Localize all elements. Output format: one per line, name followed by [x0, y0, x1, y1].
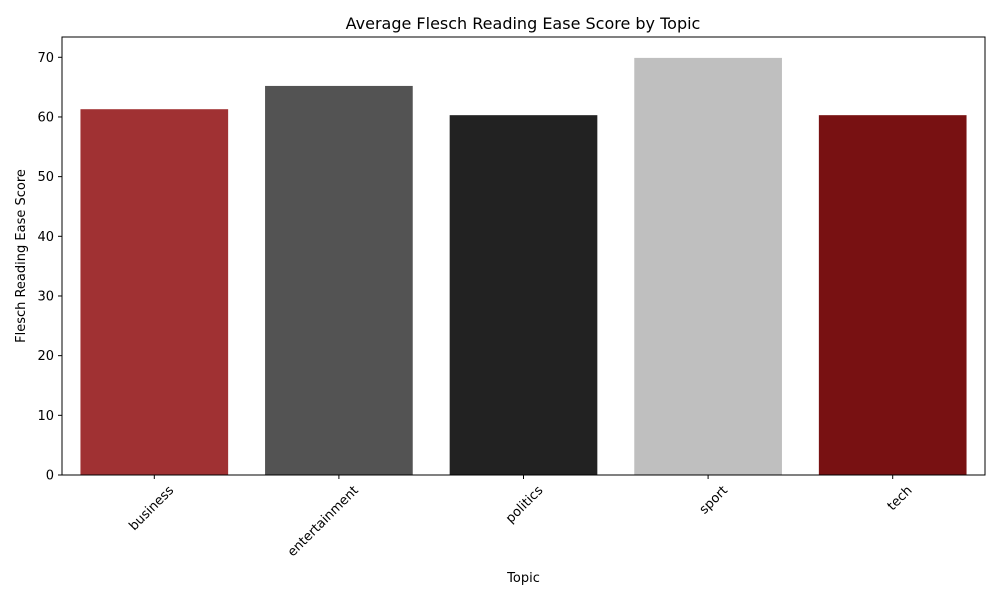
y-tick-label-60: 60: [37, 110, 54, 125]
y-axis-label: Flesch Reading Ease Score: [14, 169, 29, 343]
x-tick-label-politics: politics: [503, 483, 546, 526]
x-axis-label: Topic: [506, 571, 540, 586]
bar-entertainment: [265, 85, 413, 475]
bar-business: [80, 109, 229, 476]
x-axis: business entertainment politics sport tech: [126, 475, 916, 560]
chart-title: Average Flesch Reading Ease Score by Top…: [346, 14, 701, 33]
y-tick-label-0: 0: [46, 469, 54, 484]
x-tick-label-business: business: [126, 483, 177, 534]
y-tick-label-10: 10: [37, 409, 54, 424]
bar-politics: [449, 115, 598, 475]
plot-frame: [61, 36, 986, 476]
y-axis: 0 10 20 30 40 50 60 70: [37, 51, 62, 484]
y-tick-label-70: 70: [37, 51, 54, 66]
y-tick-label-30: 30: [37, 289, 54, 304]
x-tick-label-sport: sport: [697, 483, 731, 517]
x-tick-label-tech: tech: [885, 483, 916, 514]
y-tick-label-40: 40: [37, 230, 54, 245]
y-tick-label-20: 20: [37, 349, 54, 364]
bar-tech: [818, 115, 967, 475]
y-tick-label-50: 50: [37, 170, 54, 185]
x-tick-label-entertainment: entertainment: [285, 483, 362, 560]
bars-group: [80, 57, 967, 476]
bar-sport: [634, 57, 782, 475]
